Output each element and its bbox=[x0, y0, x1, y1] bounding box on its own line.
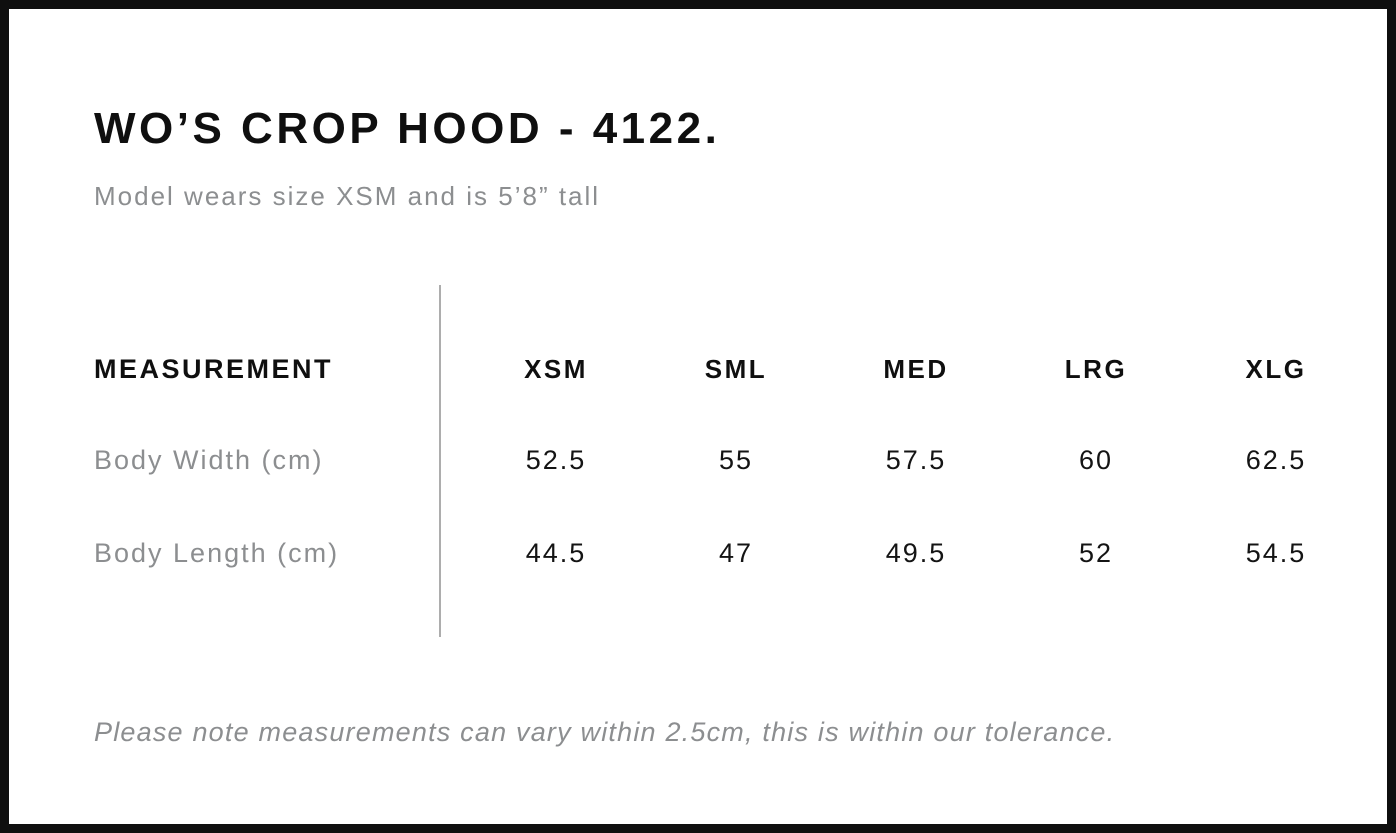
row-label-body-length: Body Length (cm) bbox=[94, 538, 340, 568]
column-header-lrg: LRG bbox=[1064, 353, 1128, 384]
body-width-lrg-value: 60 bbox=[1078, 445, 1114, 475]
body-length-xsm-value: 44.5 bbox=[525, 538, 587, 568]
tolerance-note: Please note measurements can vary within… bbox=[94, 717, 1116, 747]
measurement-column-header: MEASUREMENT bbox=[94, 353, 334, 384]
body-length-lrg-value: 52 bbox=[1078, 538, 1114, 568]
size-chart-table: MEASUREMENT XSM SML MED LRG XLG Body Wid… bbox=[94, 324, 1366, 600]
body-width-xsm-value: 52.5 bbox=[525, 445, 587, 475]
column-header-sml: SML bbox=[704, 353, 768, 384]
page-title: WO’S CROP HOOD - 4122. bbox=[94, 104, 721, 153]
column-header-xlg: XLG bbox=[1245, 353, 1307, 384]
body-width-xlg-value: 62.5 bbox=[1245, 445, 1307, 475]
row-label-body-width: Body Width (cm) bbox=[94, 445, 324, 475]
body-width-med-value: 57.5 bbox=[885, 445, 947, 475]
body-length-med-value: 49.5 bbox=[885, 538, 947, 568]
column-header-xsm: XSM bbox=[524, 353, 588, 384]
table-vertical-divider bbox=[439, 285, 441, 637]
body-length-sml-value: 47 bbox=[718, 538, 754, 568]
body-length-xlg-value: 54.5 bbox=[1245, 538, 1307, 568]
column-header-med: MED bbox=[883, 353, 949, 384]
body-width-sml-value: 55 bbox=[718, 445, 754, 475]
model-size-info: Model wears size XSM and is 5’8” tall bbox=[94, 181, 601, 211]
